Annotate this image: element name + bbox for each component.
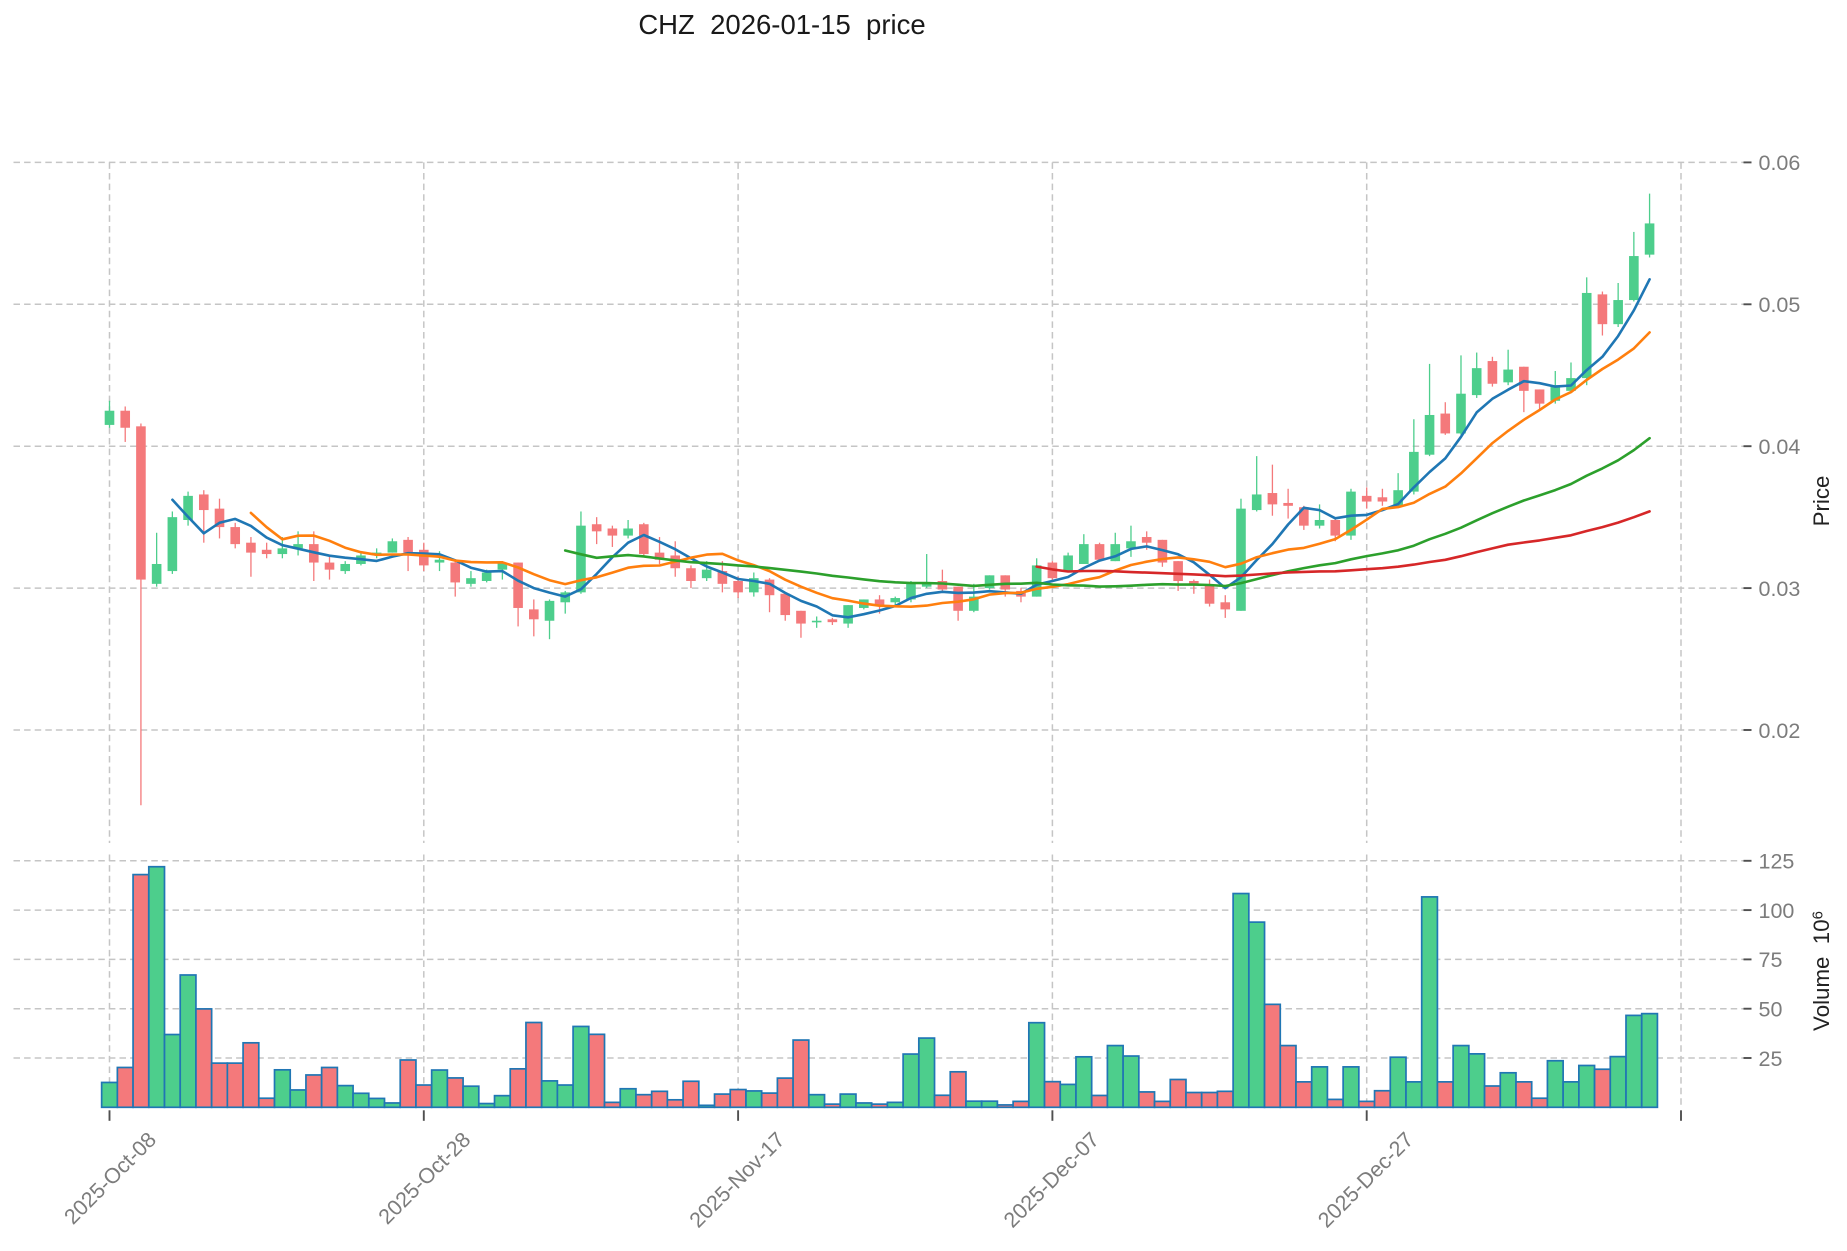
svg-text:125: 125 [1759,850,1795,874]
svg-text:0.03: 0.03 [1759,577,1801,601]
svg-text:0.05: 0.05 [1759,293,1801,317]
svg-text:CHZ 2026-01-15 price: CHZ 2026-01-15 price [638,9,925,40]
svg-text:100: 100 [1759,899,1795,923]
svg-text:25: 25 [1759,1047,1783,1071]
svg-text:50: 50 [1759,998,1783,1022]
svg-text:0.04: 0.04 [1759,435,1801,459]
svg-text:75: 75 [1759,948,1783,972]
svg-text:0.06: 0.06 [1759,151,1801,175]
svg-text:Price: Price [1809,476,1834,527]
svg-text:Volume 106: Volume 106 [1809,911,1834,1031]
svg-text:0.02: 0.02 [1759,719,1801,743]
